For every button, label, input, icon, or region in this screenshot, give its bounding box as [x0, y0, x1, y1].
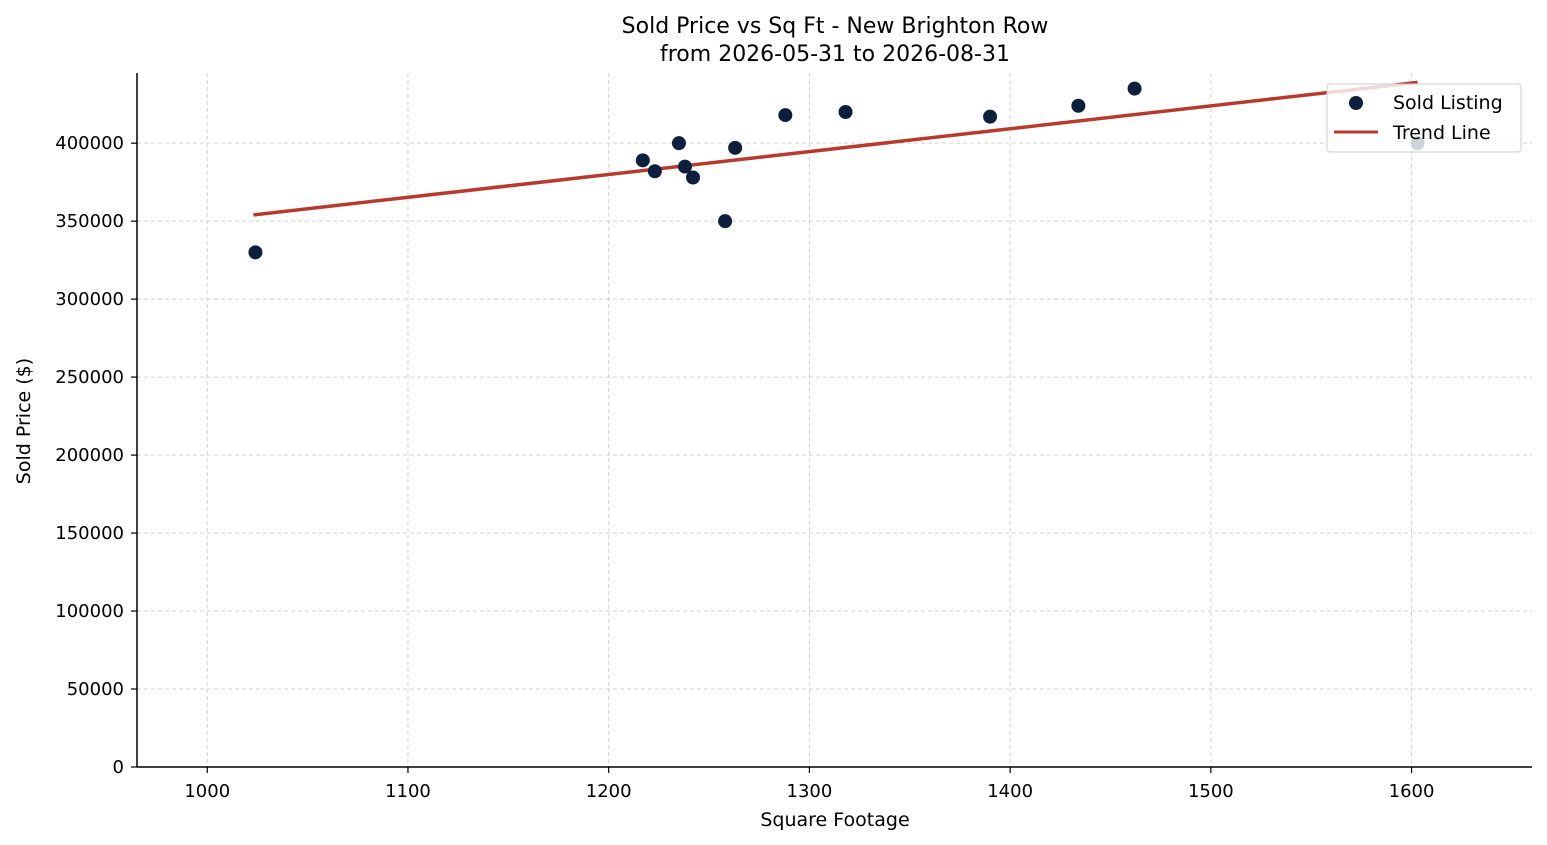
x-tick-label: 1000: [184, 781, 230, 802]
trend-line-layer: [253, 80, 1418, 217]
chart-subtitle: from 2026-05-31 to 2026-08-31: [660, 42, 1010, 67]
y-tick-label: 300000: [55, 289, 124, 310]
legend: Sold Listing Trend Line: [1326, 83, 1522, 153]
x-axis-ticks: 1000 1100 1200 1300 1400 1500 1600: [184, 767, 1434, 802]
legend-label-sold-listing: Sold Listing: [1393, 92, 1503, 114]
y-tick-label: 400000: [55, 133, 124, 154]
data-point: [671, 136, 686, 151]
data-point: [728, 140, 743, 155]
y-tick-label: 250000: [55, 367, 124, 388]
data-point: [635, 153, 650, 168]
data-point: [778, 108, 793, 123]
x-tick-label: 1200: [586, 781, 632, 802]
data-point: [647, 164, 662, 179]
chart-title: Sold Price vs Sq Ft - New Brighton Row: [622, 14, 1049, 39]
trend-line: [253, 80, 1418, 217]
y-tick-label: 150000: [55, 523, 124, 544]
grid: [137, 73, 1532, 768]
y-axis-ticks: 0 50000 100000 150000 200000 250000 300000 3500…: [55, 133, 137, 778]
data-point: [718, 214, 733, 229]
data-point: [1127, 81, 1142, 96]
axes: [136, 73, 1532, 768]
data-point: [677, 159, 692, 174]
data-point: [248, 245, 263, 260]
legend-scatter-marker: [1349, 96, 1363, 110]
y-tick-label: 200000: [55, 445, 124, 466]
scatter-points: [248, 81, 1425, 260]
y-tick-label: 50000: [67, 679, 124, 700]
x-tick-label: 1600: [1389, 781, 1435, 802]
x-tick-label: 1300: [787, 781, 833, 802]
x-axis-label: Square Footage: [760, 809, 909, 831]
y-tick-label: 0: [113, 757, 124, 778]
x-tick-label: 1500: [1188, 781, 1234, 802]
data-point: [1071, 98, 1086, 113]
data-point: [983, 109, 998, 124]
y-tick-label: 100000: [55, 601, 124, 622]
legend-label-trend-line: Trend Line: [1392, 122, 1491, 144]
x-tick-label: 1100: [385, 781, 431, 802]
y-tick-label: 350000: [55, 211, 124, 232]
data-point: [838, 104, 853, 119]
x-tick-label: 1400: [987, 781, 1033, 802]
legend-box: [1326, 83, 1522, 153]
data-point: [685, 170, 700, 185]
y-axis-label: Sold Price ($): [13, 358, 35, 484]
